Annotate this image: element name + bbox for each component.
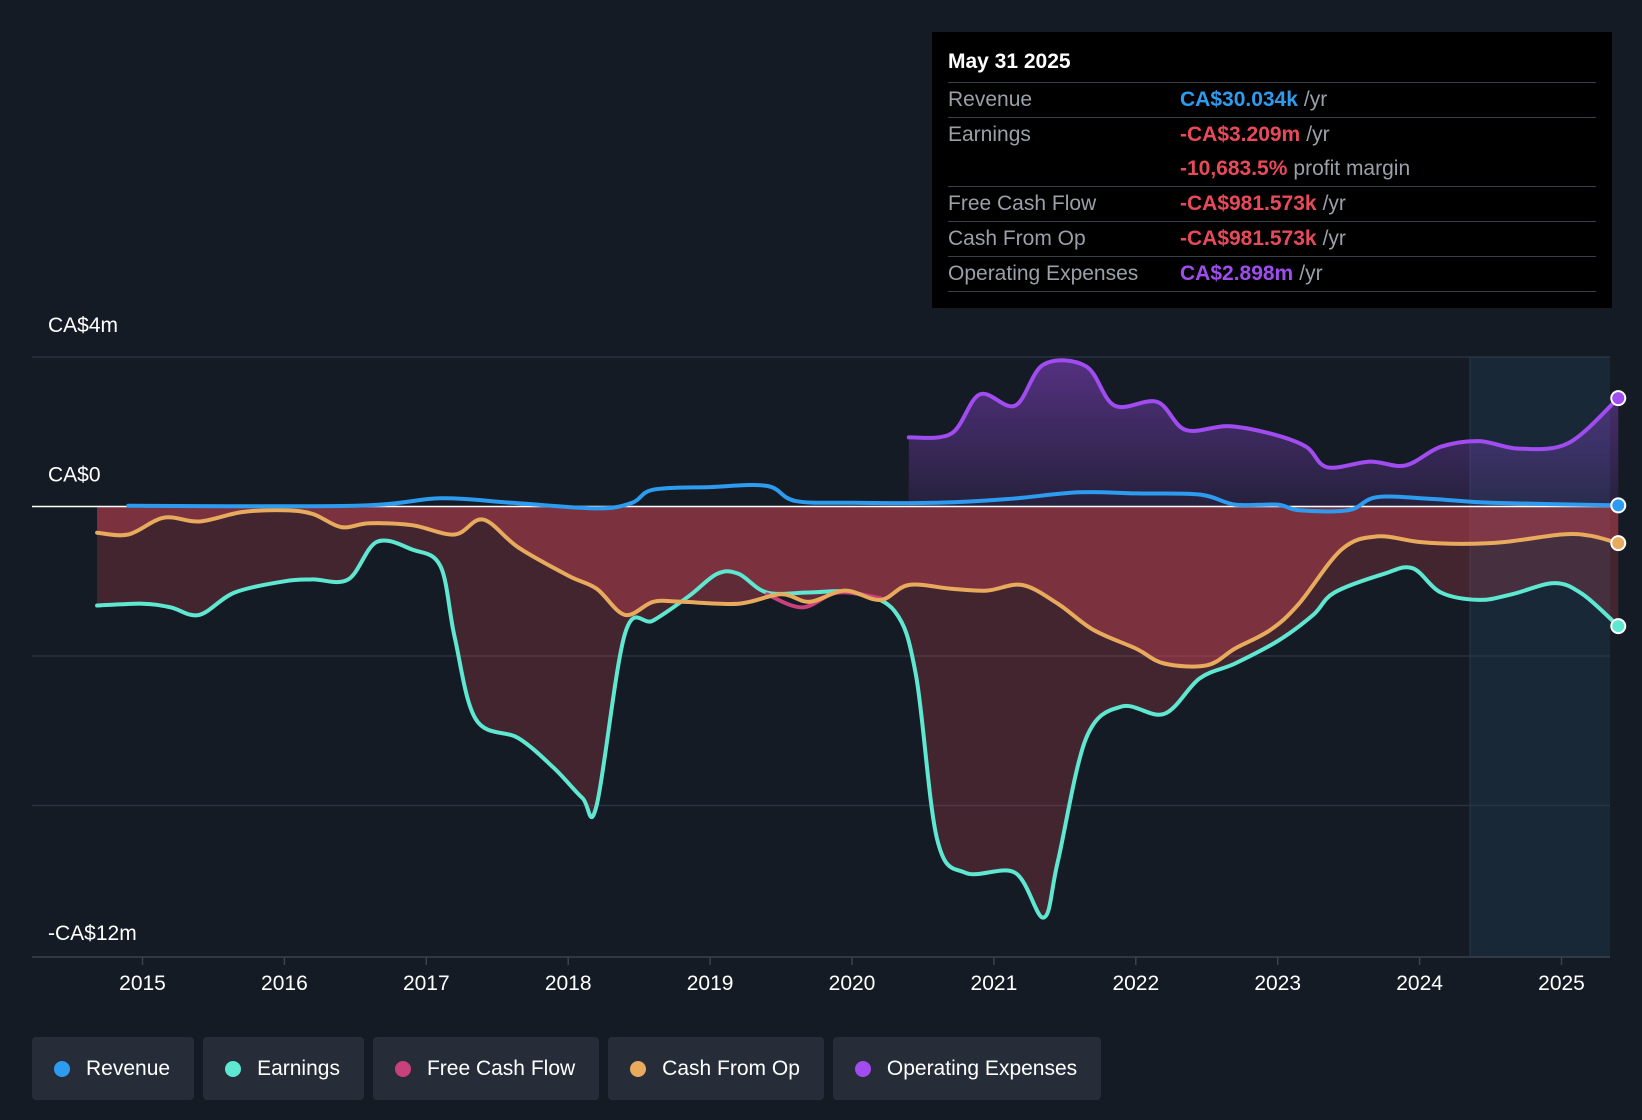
legend-dot <box>854 1060 871 1077</box>
tooltip-value: -CA$3.209m <box>1180 123 1301 146</box>
tooltip-row-opex: Operating Expenses CA$2.898m /yr <box>948 256 1596 291</box>
series-lines <box>95 358 1621 920</box>
tooltip-unit: /yr <box>1303 88 1328 111</box>
y-axis-label: CA$4m <box>48 314 118 337</box>
legend-dot <box>225 1060 242 1077</box>
x-tick-label: 2025 <box>1538 972 1585 995</box>
legend-item-cash-from-op[interactable]: Cash From Op <box>608 1037 824 1100</box>
cash-from-op-area <box>97 506 1619 667</box>
legend-item-earnings[interactable]: Earnings <box>203 1037 364 1100</box>
tooltip-date: May 31 2025 <box>948 50 1071 73</box>
tooltip-value: -CA$981.573k <box>1180 192 1317 215</box>
earnings-end-marker <box>1610 618 1627 635</box>
x-tick-label: 2020 <box>829 972 876 995</box>
legend-label: Operating Expenses <box>886 1056 1078 1080</box>
x-tick-label: 2015 <box>119 972 166 995</box>
x-tick-label: 2018 <box>545 972 592 995</box>
y-axis-labels: CA$4m CA$0 -CA$12m <box>48 314 137 945</box>
x-tick-label: 2021 <box>971 972 1018 995</box>
tooltip-label: Free Cash Flow <box>948 192 1097 215</box>
tooltip-unit: /yr <box>1306 123 1330 146</box>
legend: Revenue Earnings Free Cash Flow Cash Fro… <box>32 1037 1102 1100</box>
y-axis-label: -CA$12m <box>48 922 137 945</box>
tooltip-unit: profit margin <box>1293 157 1411 180</box>
x-tick-label: 2016 <box>261 972 308 995</box>
x-tick-label: 2024 <box>1396 972 1443 995</box>
tooltip-row-cfo: Cash From Op -CA$981.573k /yr <box>948 221 1596 256</box>
tooltip: May 31 2025 Revenue CA$30.034k /yr Earni… <box>932 32 1612 308</box>
earnings-area <box>97 506 1619 918</box>
tooltip-row-earnings: Earnings -CA$3.209m /yr <box>948 117 1596 152</box>
tooltip-label: Cash From Op <box>948 227 1086 250</box>
grid-lines <box>32 356 1610 958</box>
tooltip-row-fcf: Free Cash Flow -CA$981.573k /yr <box>948 186 1596 221</box>
tooltip-label: Operating Expenses <box>948 262 1139 285</box>
legend-label: Free Cash Flow <box>426 1056 576 1080</box>
revenue-end-marker <box>1610 497 1627 514</box>
tooltip-unit: /yr <box>1299 262 1323 285</box>
legend-item-operating-expenses[interactable]: Operating Expenses <box>832 1037 1102 1100</box>
x-tick-label: 2022 <box>1112 972 1159 995</box>
tooltip-value: -10,683.5% <box>1180 157 1288 180</box>
tooltip-label: Earnings <box>948 123 1031 146</box>
y-axis-label: CA$0 <box>48 464 101 487</box>
cfo-line <box>95 508 1621 669</box>
legend-label: Revenue <box>86 1056 171 1080</box>
legend-item-free-cash-flow[interactable]: Free Cash Flow <box>372 1037 600 1100</box>
x-axis-ticks: 2015 2016 2017 2018 2019 2020 2021 2022 2023 2024… <box>119 957 1585 995</box>
tooltip-label: Revenue <box>948 88 1033 111</box>
legend-dot <box>394 1060 411 1077</box>
x-tick-label: 2017 <box>403 972 450 995</box>
x-tick-label: 2023 <box>1254 972 1301 995</box>
legend-label: Earnings <box>257 1056 340 1080</box>
opex-end-marker <box>1610 390 1627 407</box>
tooltip-row-margin: -10,683.5% profit margin <box>948 152 1596 186</box>
tooltip-value: CA$2.898m <box>1180 262 1294 285</box>
legend-label: Cash From Op <box>662 1056 800 1080</box>
tooltip-divider <box>948 291 1596 292</box>
tooltip-value: -CA$981.573k <box>1180 227 1317 250</box>
cfo-end-marker <box>1610 535 1627 552</box>
tooltip-row-revenue: Revenue CA$30.034k /yr <box>948 82 1596 117</box>
legend-item-revenue[interactable]: Revenue <box>32 1037 195 1100</box>
tooltip-value: CA$30.034k <box>1180 88 1298 111</box>
area-fills <box>32 360 1619 918</box>
tooltip-unit: /yr <box>1322 227 1346 250</box>
x-tick-label: 2019 <box>687 972 734 995</box>
earnings-line <box>95 538 1621 920</box>
revenue-line <box>126 483 1621 514</box>
tooltip-unit: /yr <box>1322 192 1346 215</box>
legend-dot <box>54 1060 70 1077</box>
opex-line <box>906 358 1621 470</box>
end-markers <box>1610 390 1627 635</box>
legend-dot <box>630 1060 647 1077</box>
